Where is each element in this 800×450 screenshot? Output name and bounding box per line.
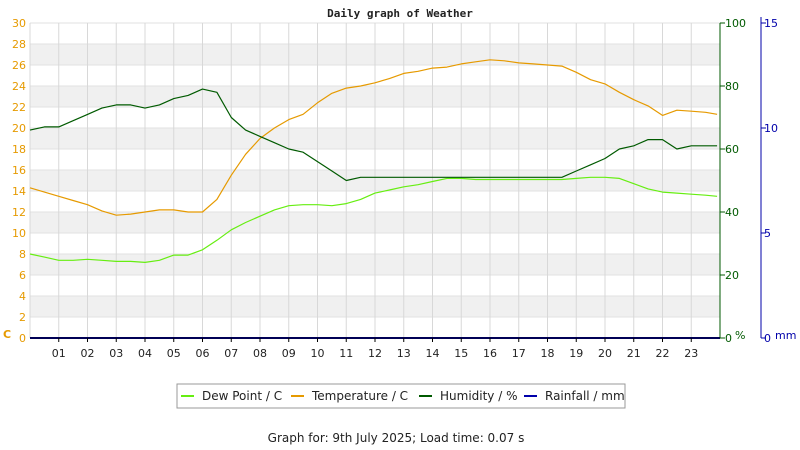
left-tick-label: 30 xyxy=(12,17,26,30)
x-tick-label: 22 xyxy=(656,347,670,360)
rainfall-tick-label: 10 xyxy=(764,122,778,135)
x-tick-label: 14 xyxy=(426,347,440,360)
rainfall-axis: 5 10 15 0 xyxy=(760,17,778,345)
left-tick-label: 24 xyxy=(12,80,26,93)
right2-axis-unit: mm xyxy=(775,329,796,342)
x-tick-label: 18 xyxy=(541,347,555,360)
chart-title: Daily graph of Weather xyxy=(327,7,473,20)
rainfall-tick-label: 0 xyxy=(764,332,771,345)
x-tick-label: 16 xyxy=(483,347,497,360)
x-tick-label: 06 xyxy=(196,347,210,360)
humidity-tick-label: 80 xyxy=(725,80,739,93)
left-tick-label: 22 xyxy=(12,101,26,114)
x-axis: 01 02 03 04 05 06 07 08 09 10 11 12 13 14 15 16 17 18 19 20… xyxy=(30,337,720,360)
x-tick-label: 21 xyxy=(627,347,641,360)
legend: Dew Point / C Temperature / C Humidity /… xyxy=(176,383,626,409)
series-line-1 xyxy=(29,59,718,216)
x-tick-label: 23 xyxy=(684,347,698,360)
humidity-tick-label: 20 xyxy=(725,269,739,282)
plot-gridlines xyxy=(29,22,721,339)
left-tick-label: 2 xyxy=(19,311,26,324)
x-tick-label: 11 xyxy=(339,347,353,360)
x-tick-label: 09 xyxy=(282,347,296,360)
legend-label-rainfall: Rainfall / mm xyxy=(545,389,625,403)
right1-axis-unit: % xyxy=(735,329,745,342)
left-tick-label: 6 xyxy=(19,269,26,282)
legend-box xyxy=(176,383,626,409)
footer-caption: Graph for: 9th July 2025; Load time: 0.0… xyxy=(268,431,525,445)
rainfall-tick-label: 15 xyxy=(764,17,778,30)
legend-label-temperature: Temperature / C xyxy=(311,389,408,403)
left-tick-label: 16 xyxy=(12,164,26,177)
x-tick-label: 15 xyxy=(454,347,468,360)
humidity-axis: 20 40 60 80 100 0 xyxy=(719,17,746,345)
left-tick-label: 14 xyxy=(12,185,26,198)
series-line-0 xyxy=(29,176,718,263)
left-tick-label: 8 xyxy=(19,248,26,261)
x-tick-label: 08 xyxy=(253,347,267,360)
left-tick-label: 4 xyxy=(19,290,26,303)
humidity-tick-label: 0 xyxy=(725,332,732,345)
legend-label-dewpoint: Dew Point / C xyxy=(202,389,282,403)
left-tick-label: 10 xyxy=(12,227,26,240)
x-tick-label: 10 xyxy=(311,347,325,360)
left-tick-label: 20 xyxy=(12,122,26,135)
left-tick-label: 12 xyxy=(12,206,26,219)
legend-label-humidity: Humidity / % xyxy=(440,389,517,403)
humidity-tick-label: 40 xyxy=(725,206,739,219)
humidity-tick-label: 60 xyxy=(725,143,739,156)
x-tick-label: 04 xyxy=(138,347,152,360)
x-tick-label: 03 xyxy=(109,347,123,360)
left-tick-label: 26 xyxy=(12,59,26,72)
x-tick-label: 19 xyxy=(569,347,583,360)
x-tick-label: 02 xyxy=(81,347,95,360)
x-tick-label: 01 xyxy=(52,347,66,360)
left-axis-unit: C xyxy=(3,328,11,341)
x-tick-label: 12 xyxy=(368,347,382,360)
rainfall-tick-label: 5 xyxy=(764,227,771,240)
x-tick-label: 20 xyxy=(598,347,612,360)
left-tick-label: 18 xyxy=(12,143,26,156)
left-tick-label: 28 xyxy=(12,38,26,51)
left-tick-label: 0 xyxy=(19,332,26,345)
x-tick-label: 07 xyxy=(224,347,238,360)
humidity-tick-label: 100 xyxy=(725,17,746,30)
series-line-2 xyxy=(29,88,718,182)
x-tick-label: 13 xyxy=(397,347,411,360)
x-tick-label: 05 xyxy=(167,347,181,360)
x-tick-label: 17 xyxy=(512,347,526,360)
